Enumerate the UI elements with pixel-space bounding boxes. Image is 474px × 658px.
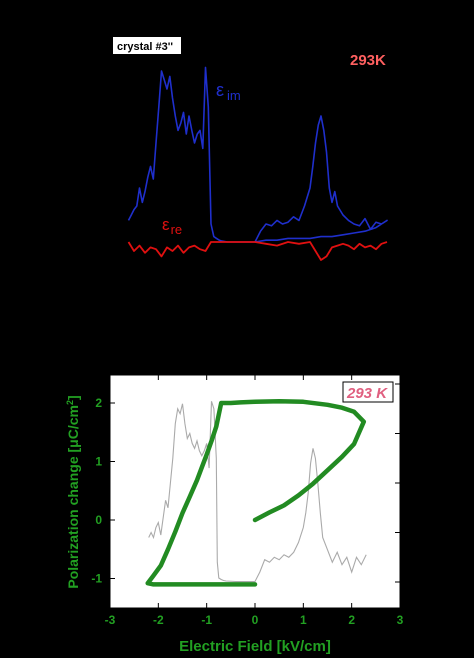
- y2-tick-label: 0: [414, 578, 419, 588]
- eps-im-symbol: ε: [216, 80, 224, 100]
- x-tick-label: -3: [105, 613, 116, 627]
- x-tick-label: -2: [153, 613, 164, 627]
- top-axis-label-main: Potential [V: [211, 342, 283, 357]
- x2-tick-label: -1000: [194, 359, 220, 370]
- eps-re-symbol: ε: [162, 215, 170, 234]
- x2-tick-label: -3000: [97, 359, 123, 370]
- polarization-loop: [145, 398, 367, 587]
- left-axis-label-sup: 2: [65, 400, 75, 405]
- temperature-box: [342, 381, 394, 403]
- top-temperature: 293K: [350, 52, 386, 69]
- y2-tick-label: 1x10⁴: [414, 529, 438, 539]
- x2-tick-label: 0: [252, 359, 258, 370]
- bottom-axis-label: Electric Field [kV/cm]: [179, 638, 331, 655]
- eps-im-label: ε im: [216, 80, 241, 103]
- right-axis-label-sub: im: [457, 482, 469, 495]
- x2-tick-label: 3000: [389, 359, 412, 370]
- y2-tick-label: 2x10⁴: [414, 479, 438, 489]
- eps-re-label: εre: [162, 215, 182, 237]
- top-panel: crystal #3'' 293K ε im εre: [113, 37, 388, 261]
- right-axis-label-main: ε: [449, 494, 466, 502]
- y-tick-label: -1: [91, 572, 102, 586]
- sample-label: crystal #3'': [117, 41, 173, 53]
- bottom-temperature: 293 K: [346, 385, 388, 402]
- bottom-plot-area: [145, 398, 367, 587]
- y-tick-label: 0: [95, 513, 102, 527]
- x2-tick-label: 1000: [292, 359, 315, 370]
- left-axis-label-main: Polarization change [μC/cm: [65, 405, 81, 589]
- top-axis-label-end: ]: [295, 342, 299, 357]
- x-tick-label: -1: [201, 613, 212, 627]
- left-axis-label: Polarization change [μC/cm2]: [65, 395, 81, 588]
- y2-tick-label: 4x10⁴: [414, 380, 438, 390]
- x2-tick-label: 2000: [341, 359, 364, 370]
- bottom-axes: -3 -2 -1 0 1 2 3 -3000 -2000 -1000 0 1000 2000 3000 -1…: [91, 359, 437, 627]
- top-plot-area: [127, 66, 388, 261]
- top-axis-label-sub: DC: [282, 349, 295, 359]
- y-tick-label: 2: [95, 396, 102, 410]
- x2-tick-label: -2000: [146, 359, 172, 370]
- y-tick-label: 1: [95, 455, 102, 469]
- eps-re-line: [127, 241, 388, 261]
- x-tick-label: 2: [348, 613, 355, 627]
- x-tick-label: 1: [300, 613, 307, 627]
- x-tick-label: 3: [397, 613, 404, 627]
- eps-im-sub: im: [227, 88, 241, 103]
- eps-re-sub: re: [171, 222, 183, 237]
- eps-im-curve: [148, 401, 367, 583]
- y2-tick-label: 3x10⁴: [414, 430, 438, 440]
- top-axis-label: Potential [VDC]: [211, 342, 300, 359]
- right-axis-label: εim: [449, 482, 469, 503]
- left-axis-label-end: ]: [65, 395, 81, 400]
- x-tick-label: 0: [252, 613, 259, 627]
- bottom-panel: -3 -2 -1 0 1 2 3 -3000 -2000 -1000 0 1000 2000 3000 -1…: [65, 342, 469, 655]
- sample-label-box: [113, 37, 181, 54]
- eps-im-line: [127, 66, 388, 243]
